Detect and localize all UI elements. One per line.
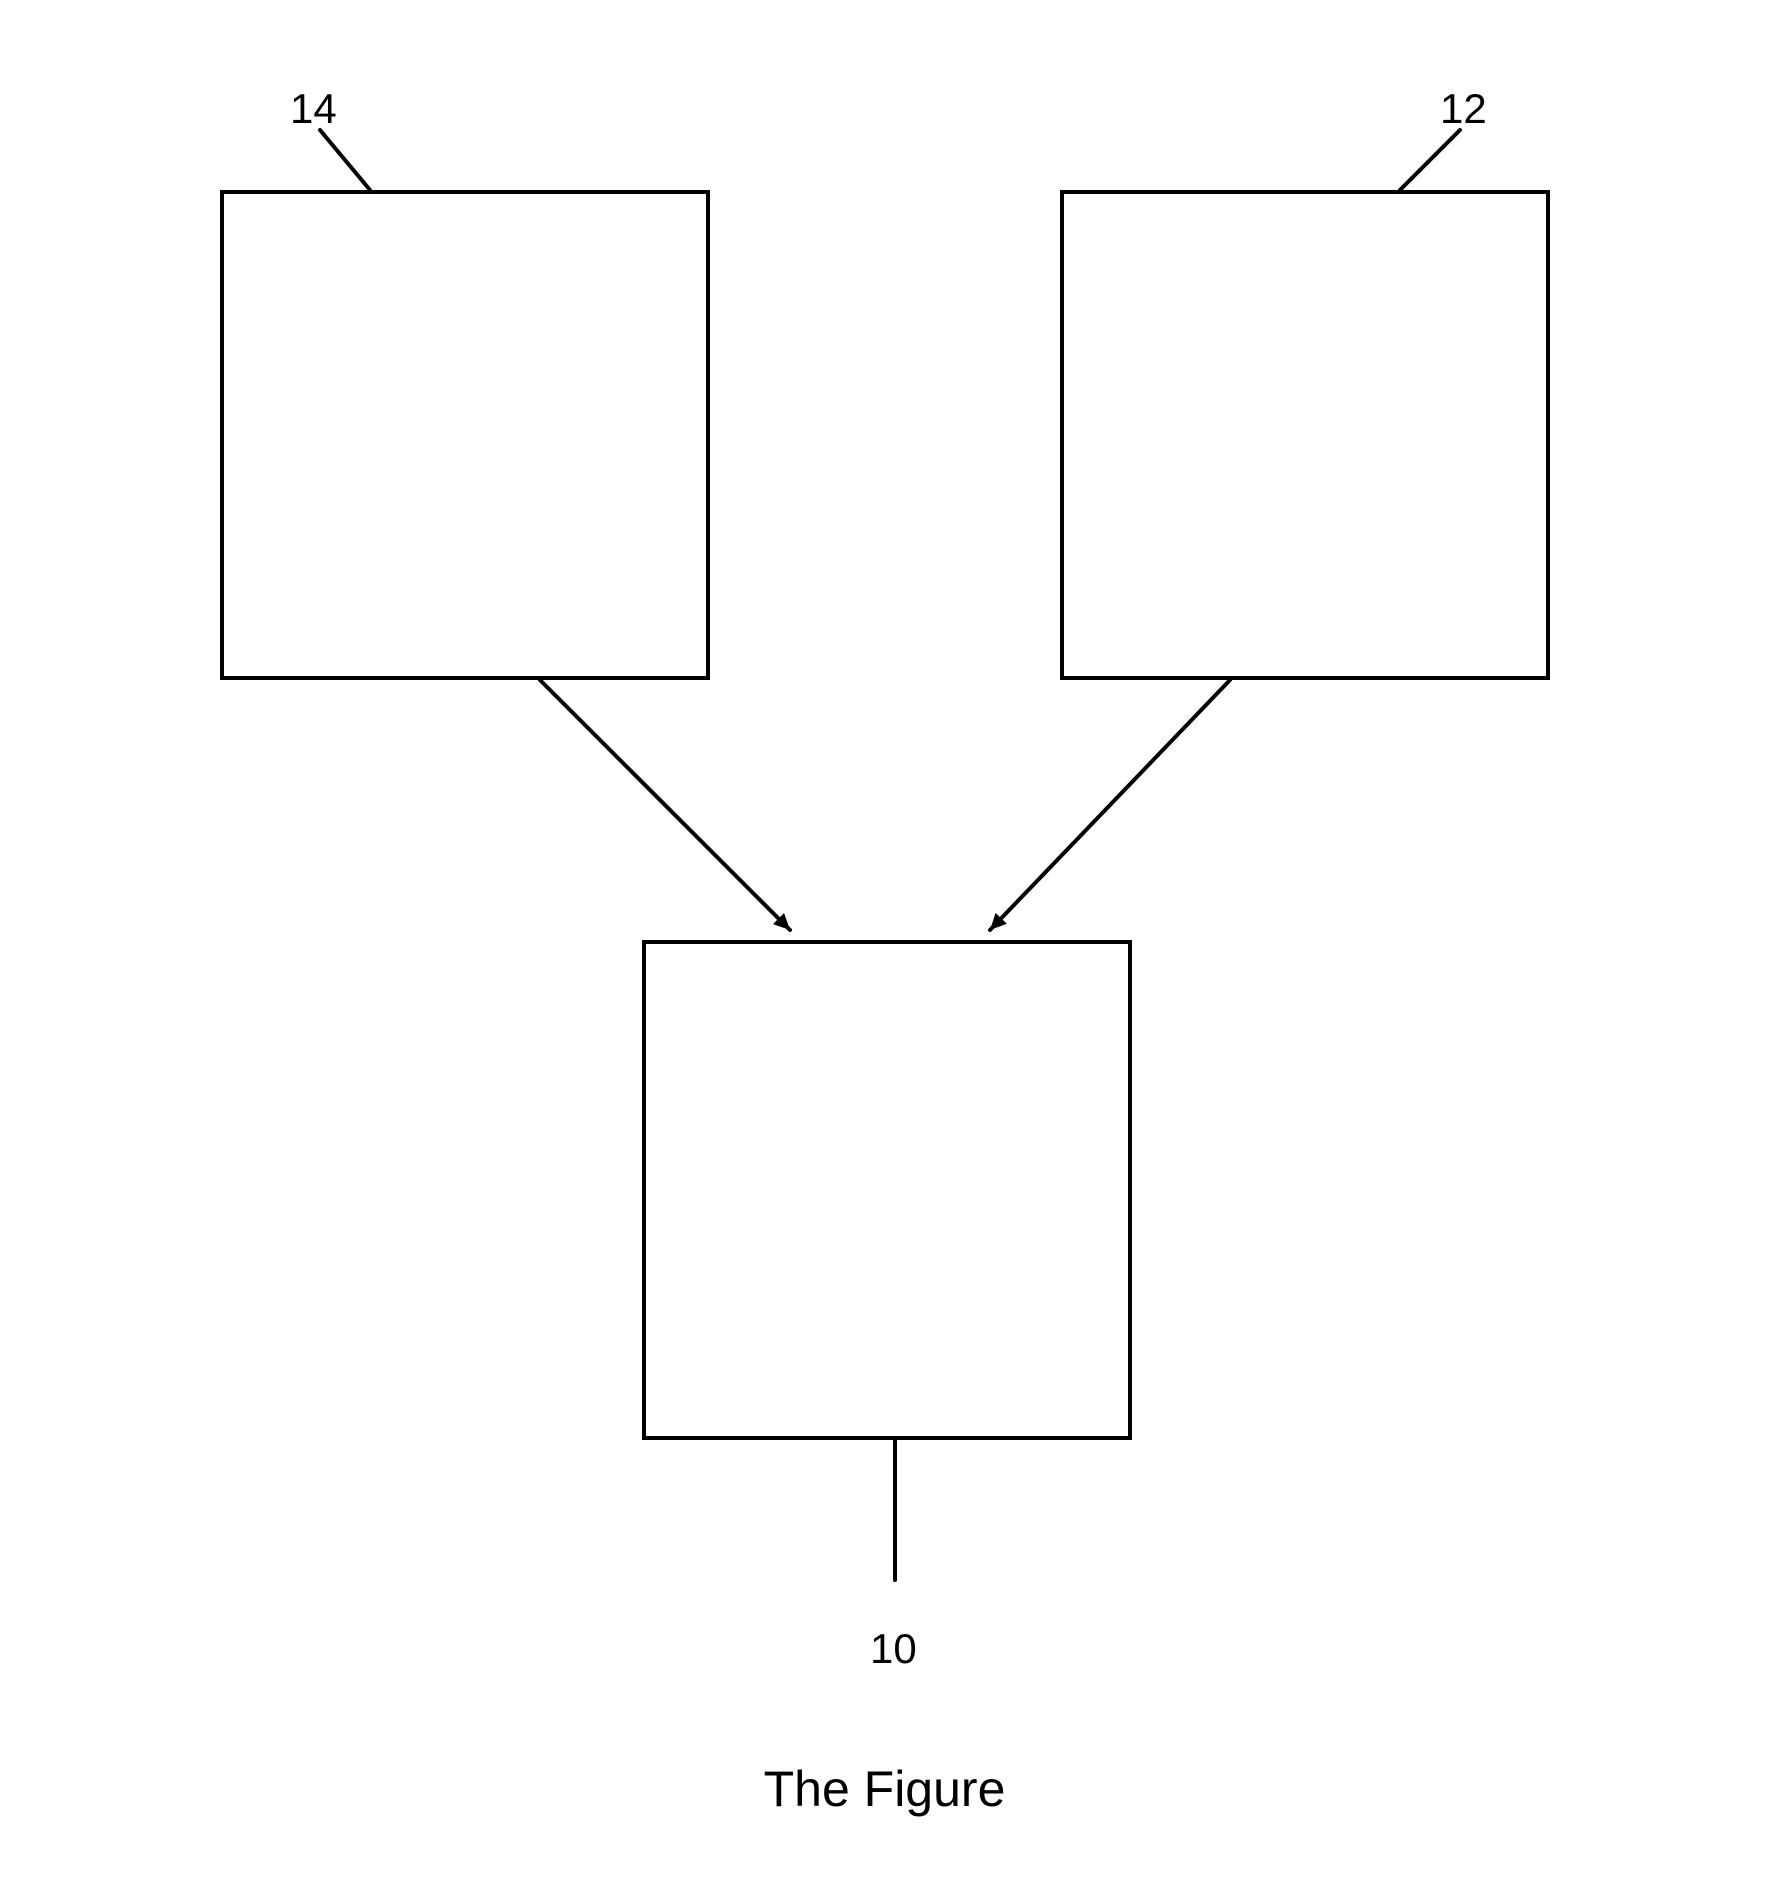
node-label-10: 10 [870, 1625, 917, 1673]
figure-caption: The Figure [0, 1760, 1769, 1818]
node-label-12: 12 [1440, 85, 1487, 133]
node-box-12 [1060, 190, 1550, 680]
node-box-10 [642, 940, 1132, 1440]
node-box-14 [220, 190, 710, 680]
diagram-canvas: 14 12 10 The Figure [0, 0, 1769, 1903]
node-label-14: 14 [290, 85, 337, 133]
